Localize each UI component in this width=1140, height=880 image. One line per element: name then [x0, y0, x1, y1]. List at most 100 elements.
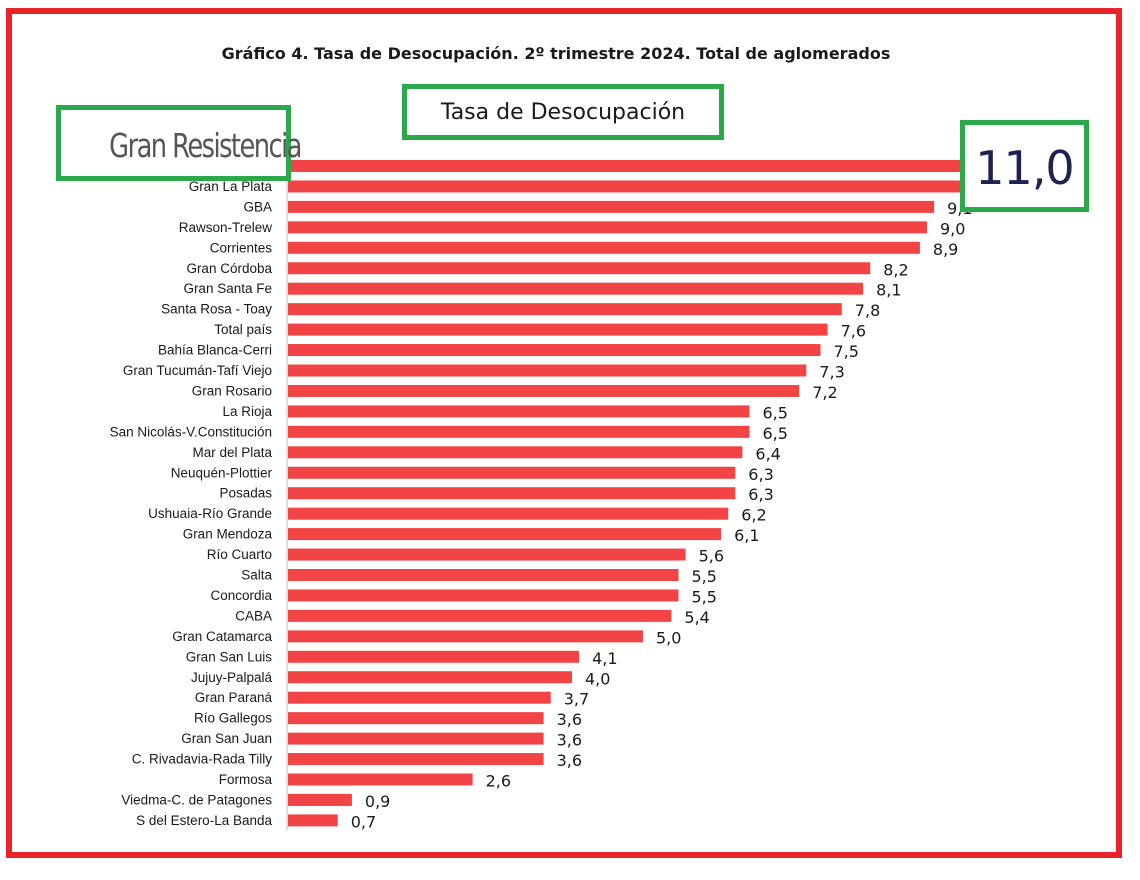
highlighted-value-label: 11,0 [975, 141, 1074, 195]
category-label: Concordia [210, 588, 272, 603]
bar [288, 364, 807, 377]
value-label: 6,2 [741, 506, 766, 525]
value-label: 5,5 [692, 567, 717, 586]
red-frame [6, 8, 1122, 858]
bar [288, 569, 679, 581]
bar [288, 221, 927, 234]
category-label: Rawson-Trelew [179, 220, 273, 235]
highlight-box-value: 11,0 [960, 120, 1089, 212]
value-label: 6,5 [763, 403, 788, 422]
value-label: 6,4 [755, 444, 780, 463]
bar [288, 630, 643, 643]
category-label: Bahía Blanca-Cerri [158, 343, 272, 358]
highlight-box-series: Tasa de Desocupación [402, 84, 724, 140]
category-label: Posadas [219, 486, 272, 501]
bar [288, 773, 473, 786]
value-label: 7,3 [819, 363, 844, 382]
bar [288, 793, 352, 806]
category-label: Gran Catamarca [172, 629, 272, 644]
category-label: S del Estero-La Banda [136, 813, 272, 828]
bar [288, 446, 743, 459]
value-label: 6,1 [734, 526, 759, 545]
category-label: Viedma-C. de Patagones [121, 792, 272, 807]
bar [288, 200, 935, 213]
value-label: 5,4 [684, 608, 709, 627]
highlight-box-category: Gran Resistencia [56, 105, 302, 181]
value-label: 8,1 [876, 281, 901, 300]
value-label: 3,6 [557, 710, 582, 729]
category-label: Gran Rosario [192, 383, 272, 398]
bar [288, 732, 544, 745]
series-label: Tasa de Desocupación [440, 100, 686, 125]
value-label: 5,0 [656, 628, 681, 647]
value-label: 3,6 [557, 731, 582, 750]
bar [288, 282, 864, 295]
value-label: 7,6 [841, 322, 866, 341]
bar [288, 609, 672, 622]
bar [288, 323, 828, 336]
category-label: Neuquén-Plottier [171, 465, 273, 480]
value-label: 2,6 [486, 772, 511, 791]
bar [288, 671, 572, 684]
category-label: C. Rivadavia-Rada Tilly [132, 752, 273, 767]
value-label: 8,9 [933, 240, 958, 259]
bar [288, 384, 800, 397]
category-label: Corrientes [210, 240, 273, 255]
value-label: 5,6 [699, 547, 724, 566]
value-label: 0,7 [351, 812, 376, 831]
bar [288, 487, 736, 500]
bar [288, 466, 736, 479]
bar [288, 528, 722, 541]
value-label: 6,3 [748, 465, 773, 484]
bar [288, 507, 729, 520]
bar [288, 262, 871, 275]
chart-title: Gráfico 4. Tasa de Desocupación. 2º trim… [221, 44, 891, 63]
value-label: 4,0 [585, 669, 610, 688]
value-label: 7,8 [855, 301, 880, 320]
value-label: 6,5 [763, 424, 788, 443]
category-label: La Rioja [222, 404, 272, 419]
category-label: Gran Mendoza [183, 527, 273, 542]
category-label: Mar del Plata [192, 445, 272, 460]
category-label: GBA [243, 199, 272, 214]
bar [288, 425, 750, 438]
value-label: 3,6 [557, 751, 582, 770]
category-label: Río Cuarto [207, 547, 272, 562]
value-label: 3,7 [564, 690, 589, 709]
bar [288, 691, 551, 704]
bar [288, 160, 1069, 172]
value-label: 9,0 [940, 219, 965, 238]
highlighted-category-label: Gran Resistencia [109, 126, 302, 165]
bar [288, 650, 580, 663]
bar [288, 344, 821, 357]
bar [288, 180, 991, 193]
category-label: Gran San Juan [181, 731, 272, 746]
category-label: CABA [235, 608, 272, 623]
bar [288, 589, 679, 602]
category-label: Santa Rosa - Toay [161, 302, 272, 317]
bar [288, 814, 338, 827]
category-label: Salta [241, 568, 272, 583]
value-label: 6,3 [748, 485, 773, 504]
bar [288, 303, 842, 316]
category-label: Formosa [219, 772, 273, 787]
category-label: Jujuy-Palpalá [191, 670, 273, 685]
category-label: Total país [214, 322, 272, 337]
value-label: 5,5 [692, 587, 717, 606]
bar [288, 548, 686, 561]
bar [288, 712, 544, 725]
category-label: Gran La Plata [189, 179, 273, 194]
category-label: Gran Santa Fe [183, 281, 272, 296]
category-label: Gran Paraná [195, 690, 273, 705]
value-label: 4,1 [592, 649, 617, 668]
category-label: San Nicolás-V.Constitución [110, 424, 272, 439]
value-label: 7,2 [812, 383, 837, 402]
value-label: 7,5 [834, 342, 859, 361]
category-label: Gran Córdoba [186, 261, 272, 276]
bar [288, 753, 544, 766]
bar [288, 241, 920, 254]
category-label: Gran San Luis [186, 649, 273, 664]
category-label: Río Gallegos [194, 711, 272, 726]
value-label: 0,9 [365, 792, 390, 811]
